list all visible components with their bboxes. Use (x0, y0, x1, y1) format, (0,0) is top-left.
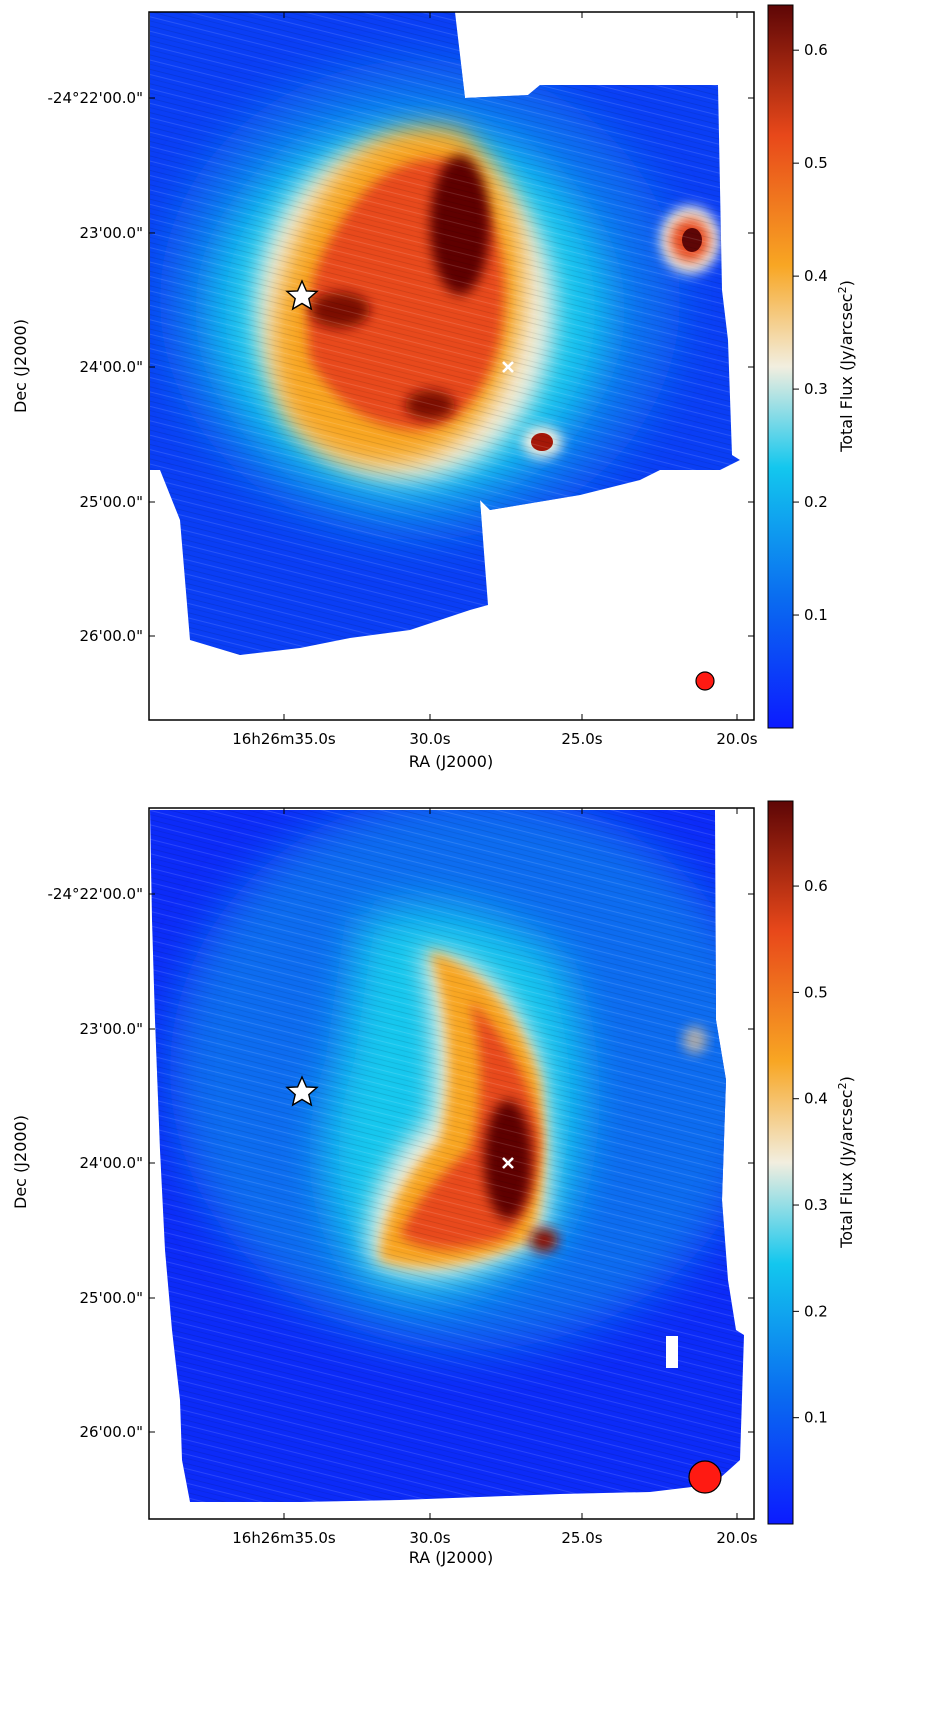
ra-tick-label: 30.0s (409, 1529, 450, 1547)
ra-tick-label: 16h26m35.0s (232, 1529, 336, 1547)
bottom-image (150, 810, 744, 1502)
bottom-panel: 16h26m35.0s 30.0s 25.0s 20.0s -24°22'00.0" 23… (11, 800, 856, 1567)
colorbar-tick-label: 0.4 (804, 267, 828, 285)
colorbar-tick-label: 0.3 (804, 1196, 828, 1214)
colorbar-tick-label: 0.6 (804, 41, 828, 59)
colorbar-tick-label: 0.2 (804, 493, 828, 511)
bottom-colorbar (767, 800, 794, 1525)
top-cross-marker (502, 361, 514, 373)
bottom-star-marker (285, 1075, 319, 1107)
colorbar-tick-label: 0.1 (804, 1409, 828, 1427)
colorbar-tick-label: 0.4 (804, 1090, 828, 1108)
dec-tick-label: -24°22'00.0" (47, 89, 143, 107)
dec-tick-label: 23'00.0" (79, 224, 143, 242)
colorbar-tick-label: 0.5 (804, 154, 828, 172)
colorbar-tick-label: 0.3 (804, 380, 828, 398)
top-panel: 16h26m35.0s 30.0s 25.0s 20.0s -24°22'00.0" 23… (11, 4, 856, 771)
bottom-cross-marker (502, 1157, 514, 1169)
dec-tick-label: 23'00.0" (79, 1020, 143, 1038)
top-beam-marker (695, 671, 715, 691)
bottom-beam-marker (688, 1460, 722, 1494)
top-image (150, 12, 740, 655)
dec-tick-label: 24'00.0" (79, 358, 143, 376)
ra-tick-label: 20.0s (716, 730, 757, 748)
bottom-colorbar-ticks: 0.1 0.2 0.3 0.4 0.5 0.6 (793, 877, 828, 1427)
dec-tick-label: 25'00.0" (79, 493, 143, 511)
colorbar-tick-label: 0.2 (804, 1302, 828, 1320)
ra-tick-label: 16h26m35.0s (232, 730, 336, 748)
top-colorbar-ticks: 0.1 0.2 0.3 0.4 0.5 0.6 (793, 41, 828, 624)
top-xlabel: RA (J2000) (409, 752, 493, 771)
colorbar-tick-label: 0.6 (804, 877, 828, 895)
bottom-ylabel: Dec (J2000) (11, 1115, 30, 1209)
dec-tick-label: 26'00.0" (79, 1423, 143, 1441)
dec-tick-label: 25'00.0" (79, 1289, 143, 1307)
dec-tick-label: 24'00.0" (79, 1154, 143, 1172)
bottom-ticks: 16h26m35.0s 30.0s 25.0s 20.0s -24°22'00.0" 23… (47, 808, 758, 1547)
top-star-marker (285, 279, 319, 311)
dec-tick-label: -24°22'00.0" (47, 885, 143, 903)
top-plot-frame (148, 11, 755, 721)
bottom-colorbar-label: Total Flux (Jy/arcsec2) (836, 1076, 856, 1249)
ra-tick-label: 30.0s (409, 730, 450, 748)
colorbar-tick-label: 0.1 (804, 606, 828, 624)
colorbar-tick-label: 0.5 (804, 983, 828, 1001)
dec-tick-label: 26'00.0" (79, 627, 143, 645)
ra-tick-label: 25.0s (561, 730, 602, 748)
top-ylabel: Dec (J2000) (11, 319, 30, 413)
bottom-xlabel: RA (J2000) (409, 1548, 493, 1567)
top-colorbar (767, 4, 794, 729)
top-colorbar-label: Total Flux (Jy/arcsec2) (836, 280, 856, 453)
top-ticks: 16h26m35.0s 30.0s 25.0s 20.0s -24°22'00.0" 23… (47, 12, 758, 748)
ra-tick-label: 25.0s (561, 1529, 602, 1547)
ra-tick-label: 20.0s (716, 1529, 757, 1547)
